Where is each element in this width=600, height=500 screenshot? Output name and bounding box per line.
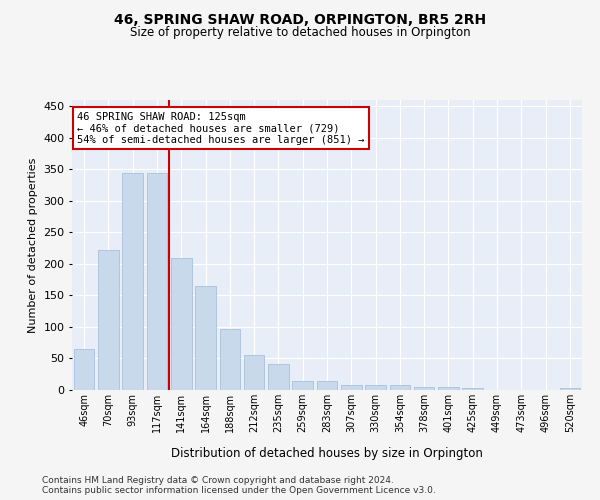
Bar xyxy=(463,388,483,390)
Bar xyxy=(220,329,240,390)
Bar xyxy=(389,385,410,390)
Bar xyxy=(122,173,143,390)
Bar xyxy=(268,364,289,390)
Y-axis label: Number of detached properties: Number of detached properties xyxy=(28,158,38,332)
Bar xyxy=(74,349,94,390)
Text: Distribution of detached houses by size in Orpington: Distribution of detached houses by size … xyxy=(171,448,483,460)
Bar xyxy=(195,286,216,390)
Text: Contains HM Land Registry data © Crown copyright and database right 2024.
Contai: Contains HM Land Registry data © Crown c… xyxy=(42,476,436,495)
Bar xyxy=(292,380,313,390)
Bar xyxy=(365,385,386,390)
Bar xyxy=(244,356,265,390)
Bar xyxy=(171,258,191,390)
Text: Size of property relative to detached houses in Orpington: Size of property relative to detached ho… xyxy=(130,26,470,39)
Bar xyxy=(341,385,362,390)
Bar xyxy=(146,173,167,390)
Text: 46, SPRING SHAW ROAD, ORPINGTON, BR5 2RH: 46, SPRING SHAW ROAD, ORPINGTON, BR5 2RH xyxy=(114,12,486,26)
Bar xyxy=(98,250,119,390)
Bar xyxy=(317,380,337,390)
Text: 46 SPRING SHAW ROAD: 125sqm
← 46% of detached houses are smaller (729)
54% of se: 46 SPRING SHAW ROAD: 125sqm ← 46% of det… xyxy=(77,112,365,145)
Bar xyxy=(414,387,434,390)
Bar xyxy=(560,388,580,390)
Bar xyxy=(438,387,459,390)
